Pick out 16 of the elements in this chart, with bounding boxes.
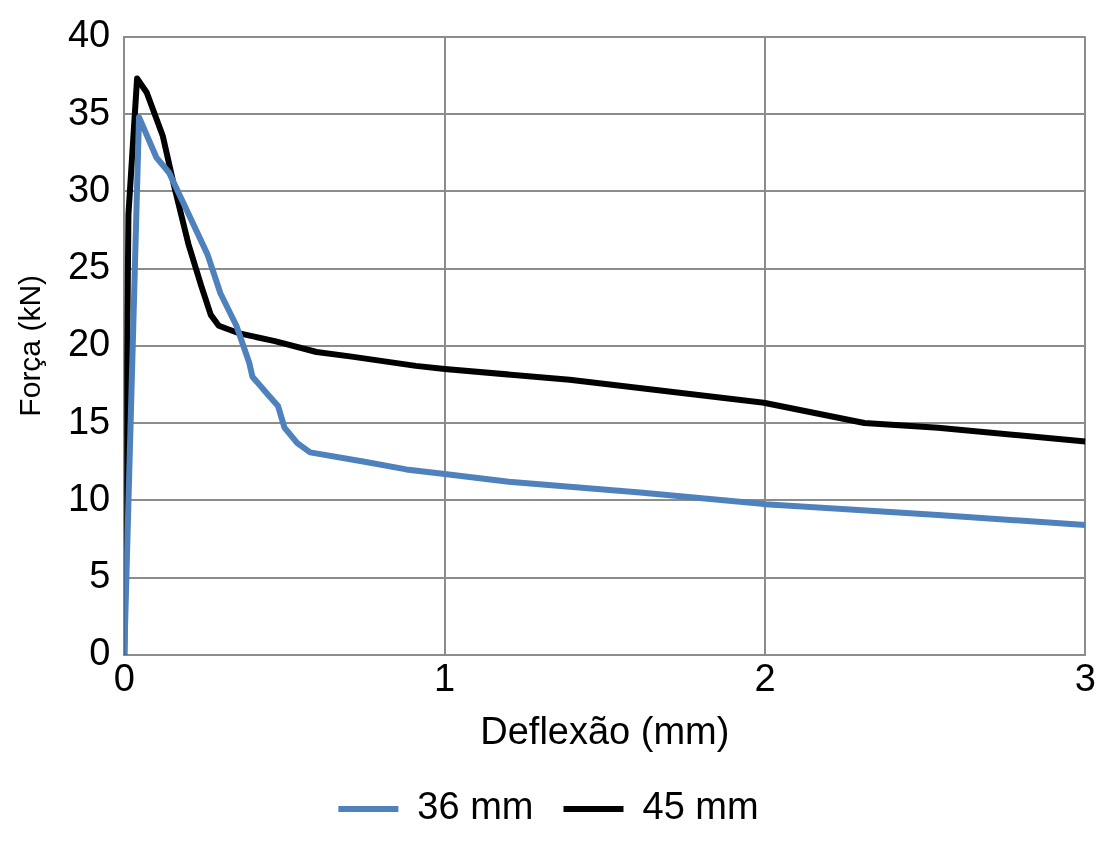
y-tick-label: 30 [67, 167, 111, 210]
y-tick-label: 0 [89, 631, 111, 674]
y-tick-label: 25 [67, 245, 111, 288]
y-tick-label: 40 [67, 13, 111, 56]
y-tick-label: 15 [67, 399, 111, 442]
y-tick-label: 5 [89, 554, 111, 597]
x-axis-title: Deflexão (mm) [480, 709, 730, 752]
legend-label: 45 mm [642, 785, 759, 828]
y-tick-label: 10 [67, 476, 111, 519]
x-tick-label: 1 [434, 657, 456, 700]
y-tick-label: 35 [67, 90, 111, 133]
legend-label: 36 mm [417, 785, 534, 828]
y-axis-title: Força (kN) [13, 274, 47, 417]
x-tick-label: 2 [754, 657, 776, 700]
x-tick-label: 3 [1074, 657, 1096, 700]
y-tick-label: 20 [67, 322, 111, 365]
